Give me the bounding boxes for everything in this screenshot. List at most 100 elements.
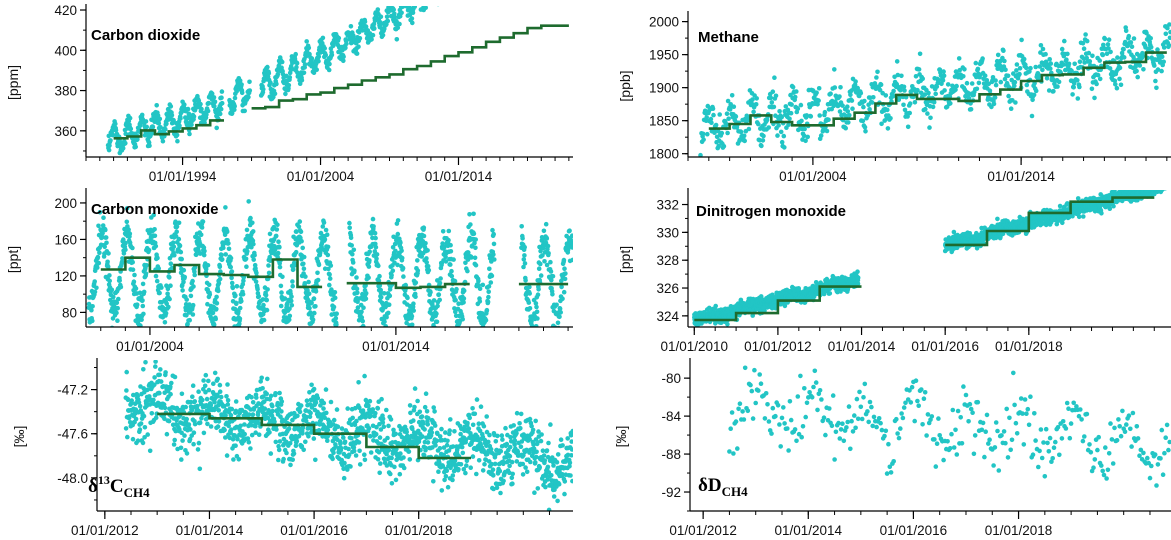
data-point: [274, 81, 279, 87]
data-point: [477, 286, 483, 292]
data-point: [223, 205, 228, 210]
data-point: [1084, 55, 1089, 61]
data-point: [562, 266, 567, 272]
data-point: [173, 233, 179, 239]
data-point: [1062, 38, 1067, 44]
data-point: [974, 86, 980, 92]
data-point: [801, 133, 807, 139]
data-point: [361, 305, 366, 311]
data-point: [925, 111, 930, 116]
data-point: [917, 51, 923, 57]
data-point: [1083, 32, 1088, 37]
data-point: [395, 262, 400, 268]
data-point: [725, 98, 731, 104]
data-point: [203, 266, 209, 272]
data-point: [327, 282, 332, 288]
data-point: [315, 277, 321, 283]
data-point: [409, 332, 414, 337]
data-point: [252, 252, 257, 258]
data-point: [373, 244, 379, 250]
data-point: [413, 0, 418, 4]
data-point: [384, 14, 390, 20]
data-point: [951, 229, 957, 235]
data-point: [422, 6, 424, 7]
data-point: [726, 116, 731, 121]
data-point: [309, 300, 314, 306]
data-point: [1019, 37, 1024, 43]
data-point: [699, 163, 704, 168]
data-point: [406, 330, 411, 335]
data-point: [998, 79, 1004, 85]
data-point: [399, 248, 404, 254]
data-point: [704, 115, 709, 120]
data-point: [424, 0, 429, 1]
data-point: [1118, 82, 1124, 88]
data-point: [1024, 65, 1029, 71]
data-point: [484, 307, 490, 313]
data-point: [570, 257, 573, 263]
data-point: [399, 255, 405, 261]
data-point: [419, 0, 424, 1]
data-point: [945, 82, 951, 87]
data-point: [239, 90, 245, 96]
data-point: [325, 252, 331, 258]
data-point: [888, 116, 893, 121]
data-point: [420, 0, 425, 1]
data-point: [413, 294, 418, 300]
data-point: [1165, 25, 1170, 31]
data-point: [202, 120, 207, 125]
data-point: [289, 303, 295, 308]
data-point: [1090, 53, 1095, 59]
data-point: [536, 287, 541, 292]
data-point: [753, 102, 759, 107]
data-point: [395, 231, 401, 237]
data-point: [173, 219, 178, 224]
data-point: [1048, 61, 1054, 66]
data-point: [152, 233, 158, 239]
data-point: [253, 279, 259, 284]
data-point: [401, 0, 406, 3]
data-point: [760, 138, 766, 143]
data-point: [301, 261, 306, 267]
data-point: [103, 235, 109, 240]
data-point: [543, 221, 549, 227]
data-point: [311, 70, 317, 75]
data-point: [533, 324, 539, 327]
data-point: [382, 319, 387, 325]
data-point: [1069, 68, 1074, 74]
data-point: [229, 110, 235, 116]
data-point: [168, 283, 173, 289]
data-point: [323, 52, 329, 58]
data-point: [247, 241, 252, 246]
data-point: [187, 302, 192, 307]
data-point: [991, 101, 997, 107]
data-point: [460, 316, 466, 322]
data-point: [165, 291, 170, 297]
data-point: [410, 10, 416, 15]
data-point: [390, 268, 396, 274]
data-point: [1071, 85, 1076, 90]
data-point: [531, 345, 536, 350]
data-point: [228, 255, 234, 261]
data-point: [302, 281, 308, 286]
data-point: [375, 7, 381, 12]
data-point: [942, 88, 947, 93]
data-point: [847, 113, 852, 118]
data-point: [415, 268, 421, 273]
data-point: [114, 310, 119, 316]
data-point: [471, 211, 476, 217]
x-tick-label: 01/01/2004: [779, 169, 847, 184]
data-point: [150, 124, 156, 130]
data-point: [874, 75, 879, 80]
data-point: [521, 257, 527, 262]
data-point: [263, 292, 269, 298]
data-point: [465, 268, 470, 274]
data-point: [334, 311, 340, 317]
data-point: [425, 248, 430, 253]
data-point: [205, 263, 211, 268]
data-point: [782, 145, 787, 150]
data-point: [465, 257, 471, 262]
data-point: [434, 319, 440, 325]
data-point: [332, 290, 338, 295]
data-point: [1152, 63, 1157, 68]
